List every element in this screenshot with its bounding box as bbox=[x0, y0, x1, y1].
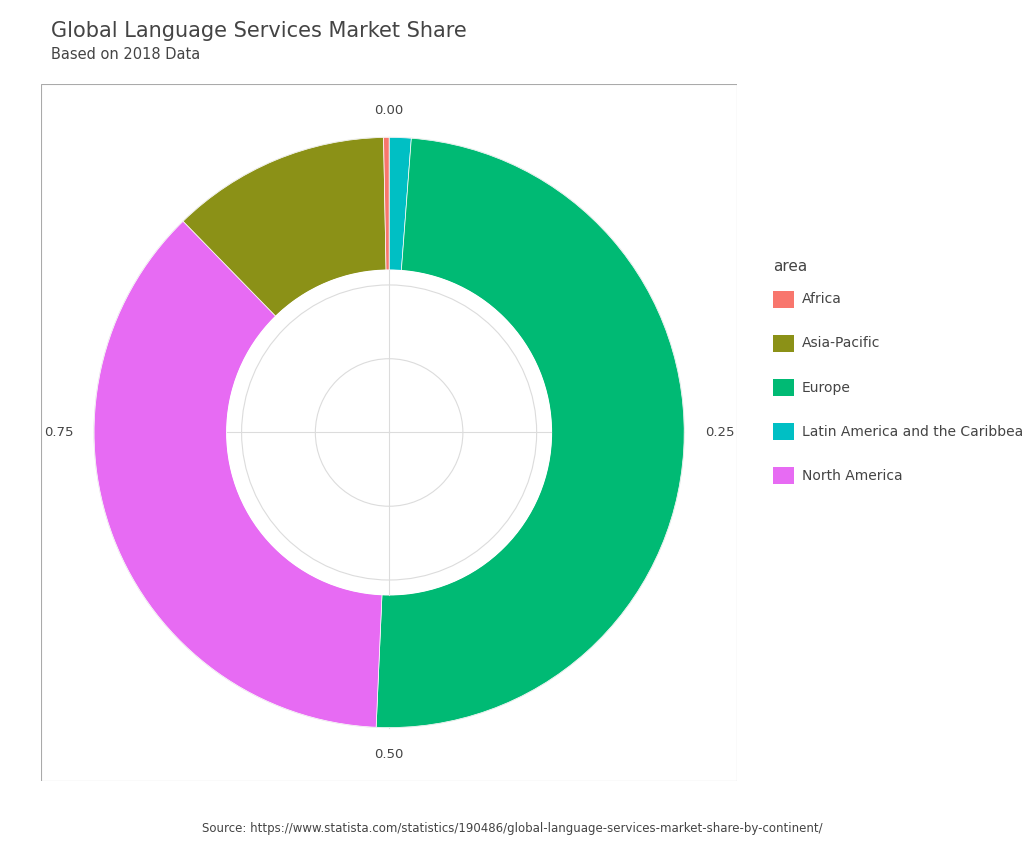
Circle shape bbox=[227, 271, 551, 594]
Text: Based on 2018 Data: Based on 2018 Data bbox=[51, 47, 201, 62]
Text: Asia-Pacific: Asia-Pacific bbox=[802, 337, 881, 350]
Text: 0.50: 0.50 bbox=[375, 748, 403, 762]
Text: Latin America and the Caribbean: Latin America and the Caribbean bbox=[802, 425, 1024, 438]
Text: 0.75: 0.75 bbox=[44, 426, 74, 439]
Wedge shape bbox=[183, 137, 386, 316]
Wedge shape bbox=[384, 137, 389, 271]
Text: 0.00: 0.00 bbox=[375, 103, 403, 117]
Text: Africa: Africa bbox=[802, 293, 842, 306]
Wedge shape bbox=[376, 138, 684, 728]
Text: Source: https://www.statista.com/statistics/190486/global-language-services-mark: Source: https://www.statista.com/statist… bbox=[202, 823, 822, 835]
Text: Global Language Services Market Share: Global Language Services Market Share bbox=[51, 21, 467, 42]
Text: Europe: Europe bbox=[802, 381, 851, 394]
Wedge shape bbox=[389, 137, 412, 271]
Text: 0.25: 0.25 bbox=[705, 426, 734, 439]
Wedge shape bbox=[94, 221, 382, 728]
Text: area: area bbox=[773, 259, 807, 274]
Text: North America: North America bbox=[802, 469, 902, 483]
